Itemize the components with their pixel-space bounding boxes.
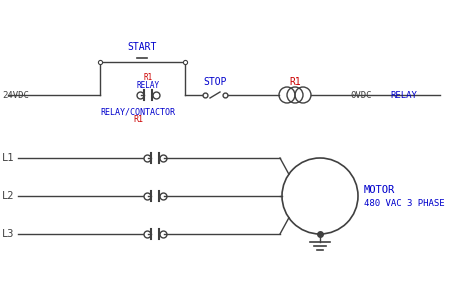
Text: R1: R1 <box>289 77 301 87</box>
Text: RELAY/CONTACTOR: RELAY/CONTACTOR <box>100 108 175 116</box>
Text: R1: R1 <box>133 116 143 124</box>
Text: L3: L3 <box>2 229 15 239</box>
Text: L2: L2 <box>2 191 15 201</box>
Text: RELAY: RELAY <box>137 81 160 89</box>
Text: 0VDC: 0VDC <box>350 91 372 99</box>
Text: RELAY: RELAY <box>390 91 417 99</box>
Text: 480 VAC 3 PHASE: 480 VAC 3 PHASE <box>364 200 445 208</box>
Text: R1: R1 <box>143 74 153 83</box>
Text: 24VDC: 24VDC <box>2 91 29 99</box>
Text: MOTOR: MOTOR <box>364 185 395 195</box>
Text: L1: L1 <box>2 153 15 163</box>
Text: START: START <box>128 42 157 52</box>
Text: STOP: STOP <box>203 77 227 87</box>
